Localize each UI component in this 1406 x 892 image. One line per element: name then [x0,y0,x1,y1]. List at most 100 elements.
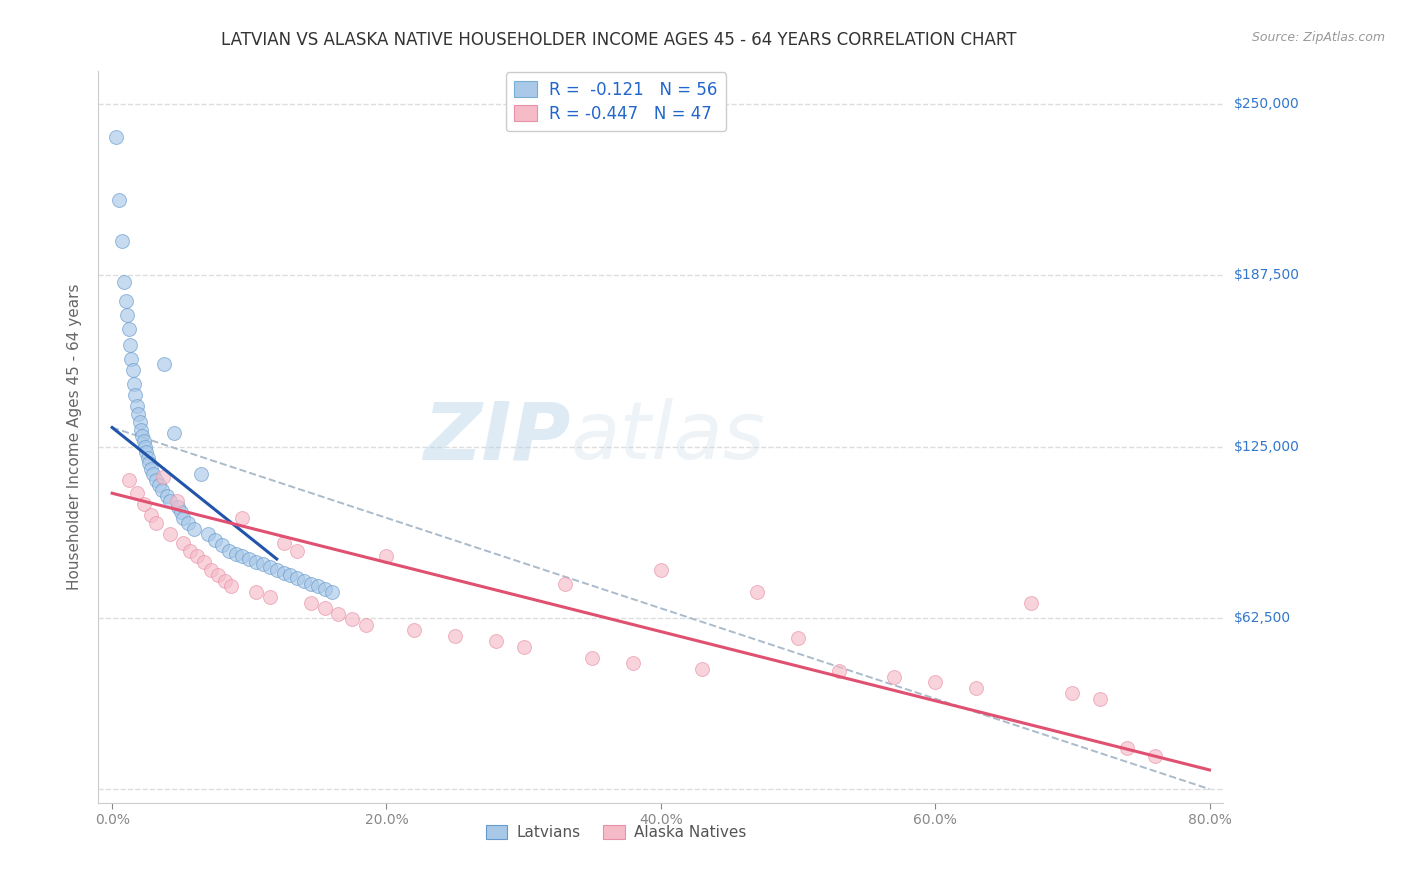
Text: $250,000: $250,000 [1234,97,1301,112]
Point [299,596,322,610]
Legend: Latvians, Alaska Natives: Latvians, Alaska Natives [479,819,752,847]
Point [135,445,157,459]
Point [124,387,146,401]
Point [159,494,181,508]
Point [581,650,603,665]
Point [145,516,167,531]
Point [138,456,160,470]
Point [1062,686,1084,700]
Point [211,538,233,552]
Point [127,407,149,421]
Point [444,629,467,643]
Point [200,563,222,577]
Point [1019,596,1042,610]
Point [125,399,148,413]
Y-axis label: Householder Income Ages 45 - 64 years: Householder Income Ages 45 - 64 years [67,284,83,591]
Point [554,576,576,591]
Point [105,130,128,145]
Point [328,607,350,621]
Point [621,656,644,670]
Point [172,511,194,525]
Point [118,338,141,352]
Point [139,508,162,523]
Point [172,535,194,549]
Point [273,535,295,549]
Point [238,552,260,566]
Point [139,461,162,475]
Point [132,434,155,449]
Point [225,547,247,561]
Point [299,576,322,591]
Point [218,543,240,558]
Point [1143,749,1166,764]
Point [128,415,150,429]
Point [111,234,134,248]
Point [114,275,136,289]
Point [1116,741,1139,756]
Point [259,560,281,574]
Point [117,322,139,336]
Point [690,662,713,676]
Point [108,193,131,207]
Point [252,558,274,572]
Point [197,527,219,541]
Point [179,543,201,558]
Point [204,533,226,547]
Point [131,428,153,442]
Text: $187,500: $187,500 [1234,268,1301,283]
Point [190,467,212,481]
Point [280,568,302,582]
Point [1088,691,1111,706]
Point [176,516,198,531]
Point [273,566,295,580]
Point [183,522,205,536]
Point [145,473,167,487]
Text: atlas: atlas [571,398,766,476]
Point [132,497,155,511]
Text: ZIP: ZIP [423,398,571,476]
Point [292,574,315,588]
Point [207,568,229,582]
Text: $62,500: $62,500 [1234,611,1292,625]
Point [193,555,215,569]
Point [402,624,425,638]
Point [221,579,243,593]
Point [150,483,173,498]
Point [166,494,188,508]
Point [156,489,179,503]
Point [231,511,253,525]
Point [120,351,142,366]
Point [354,617,377,632]
Point [148,478,170,492]
Point [122,376,145,391]
Text: LATVIAN VS ALASKA NATIVE HOUSEHOLDER INCOME AGES 45 - 64 YEARS CORRELATION CHART: LATVIAN VS ALASKA NATIVE HOUSEHOLDER INC… [221,31,1017,49]
Point [142,467,165,481]
Point [650,563,672,577]
Point [163,425,186,440]
Point [129,423,152,437]
Point [285,571,308,585]
Point [125,486,148,500]
Point [965,681,987,695]
Point [787,632,810,646]
Point [136,450,159,465]
Point [121,363,143,377]
Point [115,308,138,322]
Point [883,670,905,684]
Point [485,634,508,648]
Point [117,473,139,487]
Point [285,543,308,558]
Point [924,675,946,690]
Point [115,294,138,309]
Point [214,574,236,588]
Point [134,440,156,454]
Point [167,500,190,514]
Point [170,505,193,519]
Point [321,585,343,599]
Point [245,555,267,569]
Point [186,549,208,564]
Point [512,640,534,654]
Point [231,549,253,564]
Point [307,579,329,593]
Point [259,591,281,605]
